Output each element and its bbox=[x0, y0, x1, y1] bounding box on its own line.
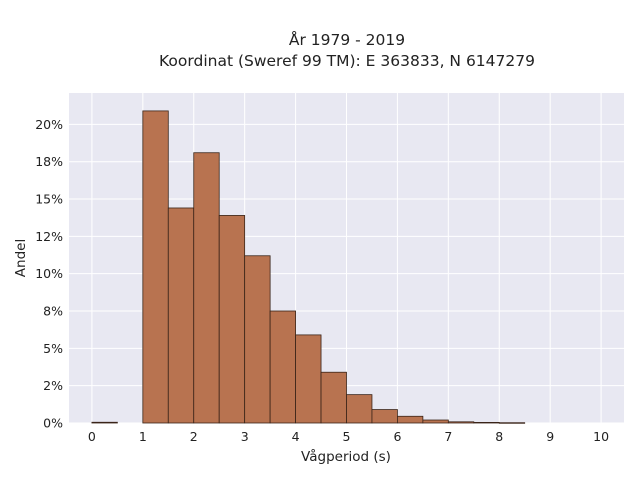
histogram-bar bbox=[473, 422, 500, 424]
grid-lines bbox=[69, 93, 624, 424]
y-tick-label: 8% bbox=[43, 304, 63, 319]
histogram-bar bbox=[295, 334, 322, 424]
histogram-bar bbox=[167, 207, 195, 424]
x-axis-label: Vågperiod (s) bbox=[301, 448, 391, 465]
histogram-bar bbox=[397, 415, 424, 424]
y-tick-label: 5% bbox=[43, 341, 63, 356]
histogram-bar bbox=[371, 409, 398, 424]
histogram-bar bbox=[422, 419, 449, 424]
chart-title-line2: Koordinat (Sweref 99 TM): E 363833, N 61… bbox=[159, 52, 535, 70]
x-tick-label: 8 bbox=[495, 429, 503, 444]
x-tick-label: 0 bbox=[88, 429, 96, 444]
histogram-bar bbox=[91, 421, 118, 424]
y-axis-label: Andel bbox=[13, 239, 29, 277]
x-tick-label: 9 bbox=[546, 429, 554, 444]
chart-title-line1: År 1979 - 2019 bbox=[289, 30, 405, 49]
histogram-bar bbox=[498, 422, 526, 424]
x-tick-label: 1 bbox=[139, 429, 147, 444]
histogram-bar bbox=[142, 110, 169, 424]
histogram-bar bbox=[269, 310, 296, 424]
x-tick-label: 2 bbox=[190, 429, 198, 444]
y-tick-label: 15% bbox=[35, 192, 63, 207]
x-axis-ticks: 0 1 2 3 4 5 6 7 8 9 10 bbox=[88, 429, 609, 444]
histogram-bar bbox=[193, 152, 220, 424]
y-tick-label: 20% bbox=[35, 117, 63, 132]
bars bbox=[91, 110, 526, 424]
x-tick-label: 3 bbox=[241, 429, 249, 444]
histogram-bar bbox=[320, 371, 347, 424]
y-tick-label: 18% bbox=[35, 154, 63, 169]
x-tick-label: 10 bbox=[593, 429, 609, 444]
histogram-bar bbox=[244, 255, 271, 424]
x-tick-label: 5 bbox=[343, 429, 351, 444]
x-tick-label: 6 bbox=[393, 429, 401, 444]
y-tick-label: 0% bbox=[43, 416, 63, 431]
x-tick-label: 4 bbox=[292, 429, 300, 444]
y-tick-label: 10% bbox=[35, 266, 63, 281]
x-tick-label: 7 bbox=[444, 429, 452, 444]
histogram-bar bbox=[218, 215, 246, 424]
y-tick-label: 2% bbox=[43, 378, 63, 393]
y-axis-ticks: 0% 2% 5% 8% 10% 12% 15% 18% 20% bbox=[35, 117, 63, 431]
y-tick-label: 12% bbox=[35, 229, 63, 244]
histogram-bar bbox=[447, 421, 475, 424]
histogram-bar bbox=[346, 394, 373, 424]
